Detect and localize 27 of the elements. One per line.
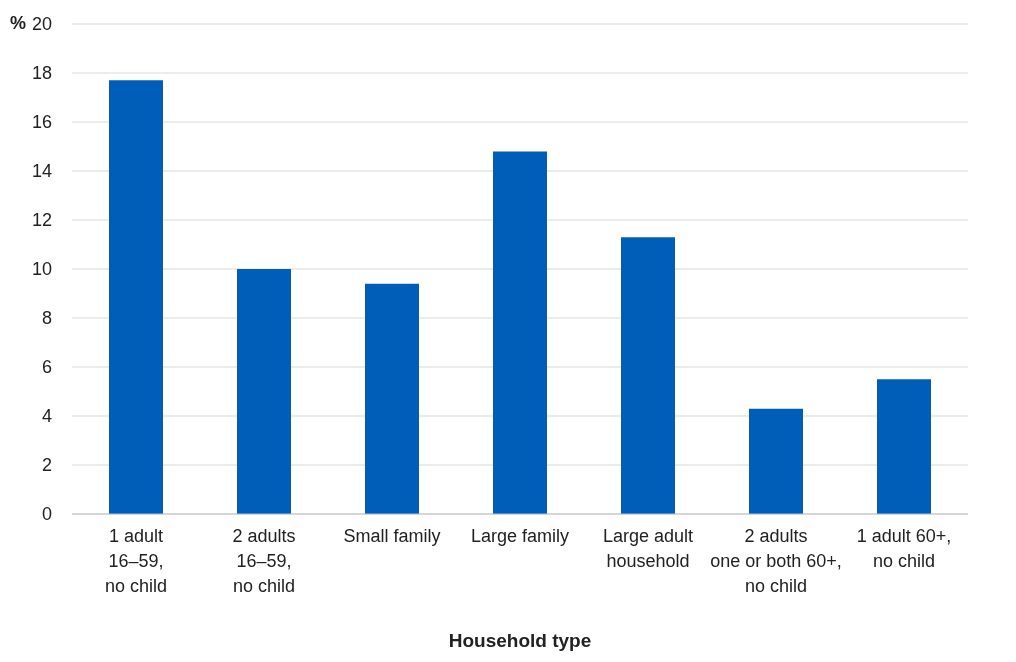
x-tick-label: 1 adult 16–59, no child [104,526,168,596]
bar [365,283,419,514]
y-tick-label: 20 [31,14,52,35]
y-tick-label: 6 [41,357,52,378]
bar [493,151,547,514]
bar [109,80,163,514]
bar [237,269,291,514]
y-axis-title: % [10,13,27,34]
y-tick-label: 12 [31,210,52,231]
x-tick-label: 2 adults one or both 60+, no child [710,526,842,596]
y-tick-label: 14 [31,161,52,182]
bar [749,408,803,514]
y-tick-label: 18 [31,63,52,84]
y-tick-label: 8 [41,308,52,329]
bar [877,379,931,514]
y-tick-label: 0 [41,504,52,525]
x-tick-label: 1 adult 60+, no child [856,526,952,571]
x-tick-label: Small family [343,526,441,546]
y-tick-label: 4 [41,406,52,427]
x-tick-label: Large adult household [602,526,694,571]
y-tick-label: 16 [31,112,52,133]
x-tick-label: Large family [470,526,570,546]
x-axis-title: Household type [447,630,593,652]
y-tick-label: 10 [31,259,52,280]
x-tick-label: 2 adults 16–59, no child [232,526,296,596]
bar [621,237,675,514]
y-tick-label: 2 [41,455,52,476]
